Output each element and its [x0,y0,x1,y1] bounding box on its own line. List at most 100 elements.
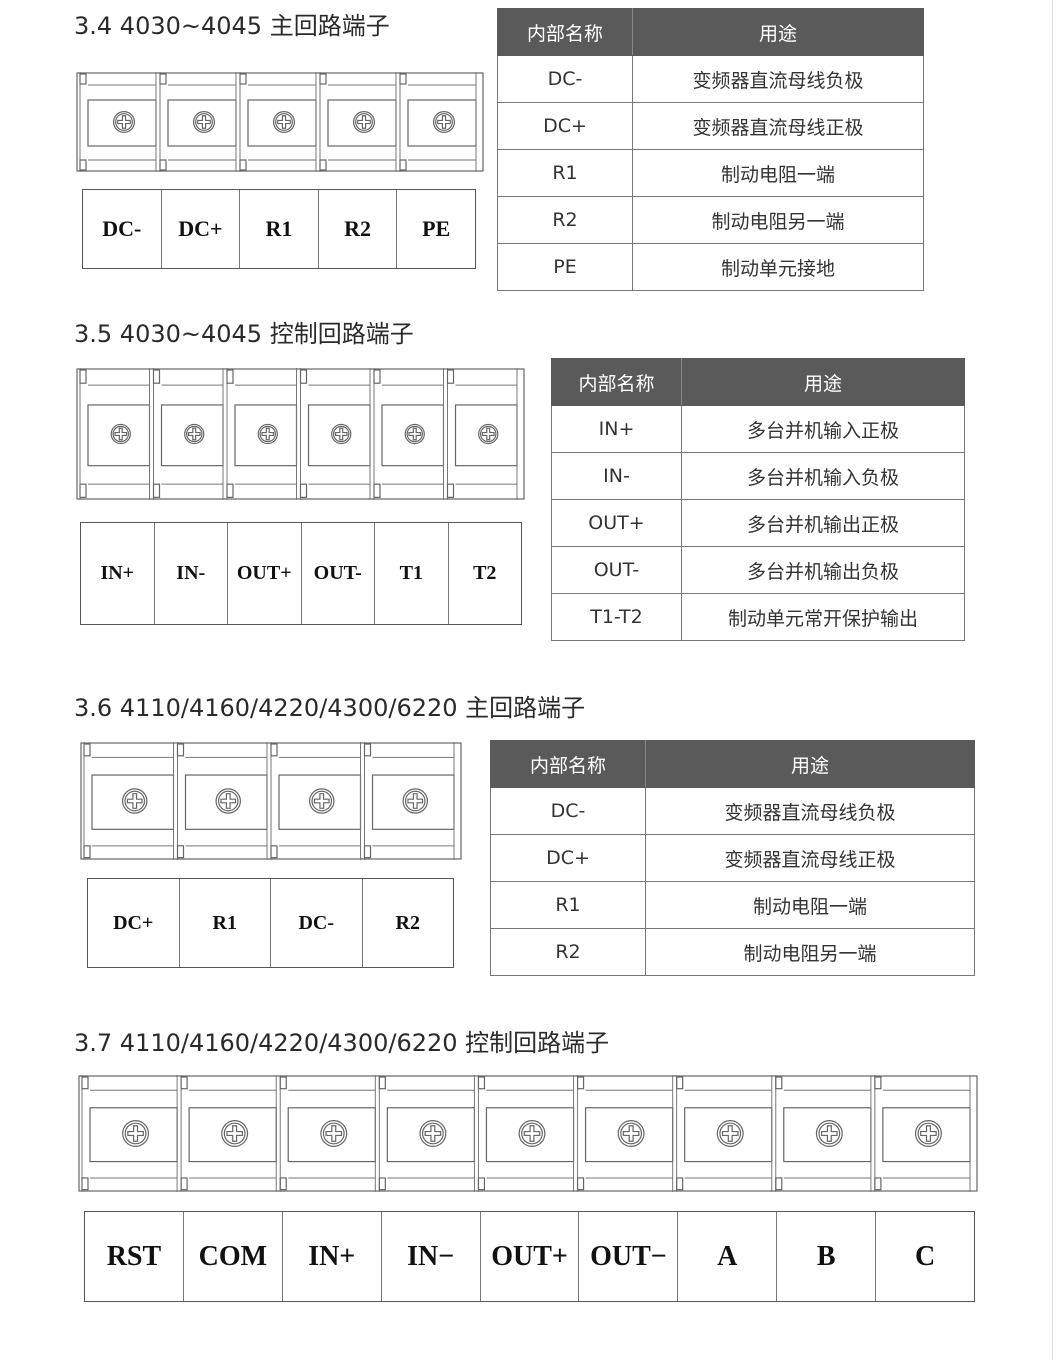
terminal-label: DC- [271,879,363,967]
table-cell: 变频器直流母线负极 [645,787,975,835]
table-row: PE 制动单元接地 [497,243,924,291]
table-row: IN- 多台并机输入负极 [551,452,965,500]
screw-icon [433,110,456,133]
column-header: 内部名称 [497,8,633,56]
terminal-label: DC+ [88,879,180,967]
screw-icon [184,423,205,445]
table-cell: T1-T2 [551,593,682,641]
table-row: T1-T2 制动单元常开保护输出 [551,593,965,641]
screw-icon [815,1120,843,1147]
table-row: R1 制动电阻一端 [497,149,924,197]
table-row: OUT- 多台并机输出负极 [551,546,965,594]
terminal-block-drawing [76,72,484,172]
table-cell: 制动电阻另一端 [632,196,924,244]
terminal-block-drawing [78,1075,978,1192]
table-row: R2 制动电阻另一端 [490,928,975,976]
table-row: R1 制动电阻一端 [490,881,975,929]
terminal-label: OUT− [579,1212,679,1301]
table-cell: R2 [490,928,646,976]
table-cell: 变频器直流母线正极 [645,834,975,882]
table-row: DC+ 变频器直流母线正极 [490,834,975,882]
table-cell: 变频器直流母线负极 [632,55,924,103]
terminal-label-strip: DC- DC+ R1 R2 PE [82,189,476,269]
screw-icon [273,110,296,133]
terminal-label: OUT- [302,523,375,624]
table-cell: IN- [551,452,682,500]
screw-icon [617,1120,645,1147]
table-cell: R2 [497,196,633,244]
screw-icon [221,1120,249,1147]
screw-icon [716,1120,744,1147]
column-header: 用途 [645,740,975,788]
column-header: 用途 [632,8,924,56]
terminal-block-drawing [76,368,525,500]
table-row: DC+ 变频器直流母线正极 [497,102,924,150]
screw-icon [110,423,131,445]
terminal-label: DC- [83,190,162,268]
screw-icon [353,110,376,133]
table-cell: OUT- [551,546,682,594]
terminal-label: COM [184,1212,283,1301]
section-title: 3.7 4110/4160/4220/4300/6220 控制回路端子 [74,1029,610,1057]
screw-icon [404,423,425,445]
table-cell: R1 [490,881,646,929]
table-cell: PE [497,243,633,291]
terminal-label: A [678,1212,778,1301]
terminal-label: R1 [240,190,319,268]
terminal-label: T1 [375,523,449,624]
terminal-label: R2 [319,190,398,268]
table-cell: 多台并机输出负极 [681,546,965,594]
terminal-label: IN+ [81,523,155,624]
screw-icon [914,1120,942,1147]
section-title: 3.5 4030~4045 控制回路端子 [74,320,414,348]
screw-icon [257,423,278,445]
screw-icon [419,1120,447,1147]
table-row: IN+ 多台并机输入正极 [551,405,965,453]
screw-icon [320,1120,348,1147]
table-cell: IN+ [551,405,682,453]
table-cell: DC+ [490,834,646,882]
screw-icon [308,788,335,814]
table-header-row: 内部名称 用途 [497,8,924,56]
section-title: 3.4 4030~4045 主回路端子 [74,12,390,40]
column-header: 内部名称 [490,740,646,788]
terminal-spec-table: 内部名称 用途 DC- 变频器直流母线负极 DC+ 变频器直流母线正极 R1 制动电阻一端 R2… [490,740,975,976]
terminal-label-strip: RST COM IN+ IN− OUT+ OUT− A B C [84,1211,975,1302]
table-cell: 制动单元常开保护输出 [681,593,965,641]
screw-icon [121,788,148,814]
screw-icon [192,110,215,133]
table-cell: 制动单元接地 [632,243,924,291]
terminal-label: R2 [395,911,420,934]
table-cell: 制动电阻一端 [632,149,924,197]
terminal-label: T2 [473,562,497,584]
terminal-label: IN− [382,1212,481,1301]
table-row: OUT+ 多台并机输出正极 [551,499,965,547]
table-row: DC- 变频器直流母线负极 [497,55,924,103]
terminal-spec-table: 内部名称 用途 IN+ 多台并机输入正极 IN- 多台并机输入负极 OUT+ 多台并机输出正极… [551,358,965,641]
table-row: R2 制动电阻另一端 [497,196,924,244]
terminal-label: C [914,1240,936,1272]
table-row: DC- 变频器直流母线负极 [490,787,975,835]
column-header: 用途 [681,358,965,406]
terminal-label: OUT+ [228,523,302,624]
table-header-row: 内部名称 用途 [551,358,965,406]
table-header-row: 内部名称 用途 [490,740,975,788]
screw-icon [215,788,242,814]
terminal-label-strip: DC+ R1 DC- R2 [87,878,454,968]
screw-icon [122,1120,150,1147]
table-cell: OUT+ [551,499,682,547]
table-cell: 制动电阻一端 [645,881,975,929]
table-cell: DC+ [497,102,633,150]
terminal-label: R1 [180,879,271,967]
terminal-label: IN- [155,523,228,624]
screw-icon [518,1120,546,1147]
screw-icon [402,788,429,814]
terminal-spec-table: 内部名称 用途 DC- 变频器直流母线负极 DC+ 变频器直流母线正极 R1 制动电阻一端 R2… [497,8,924,291]
terminal-label: IN+ [283,1212,382,1301]
terminal-label-strip: IN+ IN- OUT+ OUT- T1 T2 [80,522,522,625]
terminal-label: B [777,1212,877,1301]
terminal-label: OUT+ [481,1212,580,1301]
table-cell: 多台并机输出正极 [681,499,965,547]
table-cell: DC- [490,787,646,835]
